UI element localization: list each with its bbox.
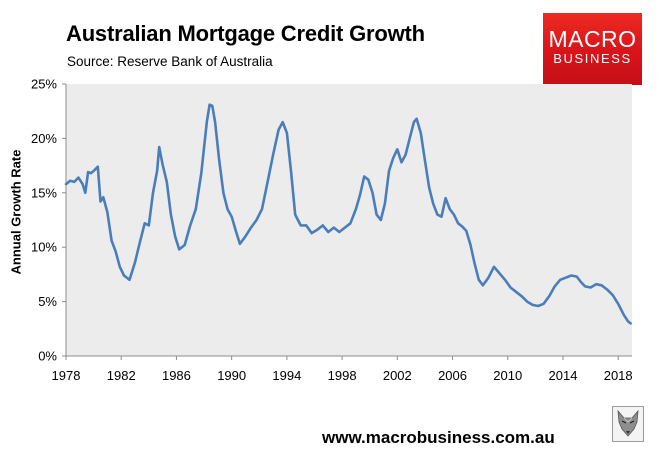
y-tick-label: 25% xyxy=(31,77,57,92)
x-tick-label: 2014 xyxy=(549,368,578,383)
series-layer xyxy=(64,103,632,325)
x-tick-label: 2006 xyxy=(438,368,467,383)
website-url: www.macrobusiness.com.au xyxy=(322,428,555,447)
plot-area xyxy=(66,84,632,356)
x-axis: 1978 1982 1986 1990 1994 1998 2002 2006 2010 2014… xyxy=(52,355,633,383)
fox-icon xyxy=(612,406,644,442)
logo-line-2: BUSINESS xyxy=(553,51,632,66)
macrobusiness-logo: MACRO BUSINESS xyxy=(543,13,642,85)
y-axis: 0% 5% 10% 15% 20% 25% xyxy=(31,77,67,364)
chart-subtitle: Source: Reserve Bank of Australia xyxy=(67,54,273,69)
x-tick-label: 1986 xyxy=(162,368,191,383)
x-tick-label: 2010 xyxy=(493,368,522,383)
y-tick-label: 10% xyxy=(31,240,57,255)
y-tick-label: 5% xyxy=(38,294,57,309)
x-tick-label: 2002 xyxy=(383,368,412,383)
x-tick-label: 1982 xyxy=(107,368,136,383)
logo-line-1: MACRO xyxy=(548,26,637,52)
x-tick-label: 1998 xyxy=(328,368,357,383)
y-tick-label: 15% xyxy=(31,185,57,200)
chart-title: Australian Mortgage Credit Growth xyxy=(66,21,425,46)
x-tick-label: 1994 xyxy=(272,368,301,383)
y-tick-label: 0% xyxy=(38,349,57,364)
x-tick-label: 2018 xyxy=(604,368,633,383)
series-line xyxy=(64,103,632,325)
y-tick-label: 20% xyxy=(31,131,57,146)
x-tick-label: 1978 xyxy=(52,368,81,383)
x-tick-label: 1990 xyxy=(217,368,246,383)
